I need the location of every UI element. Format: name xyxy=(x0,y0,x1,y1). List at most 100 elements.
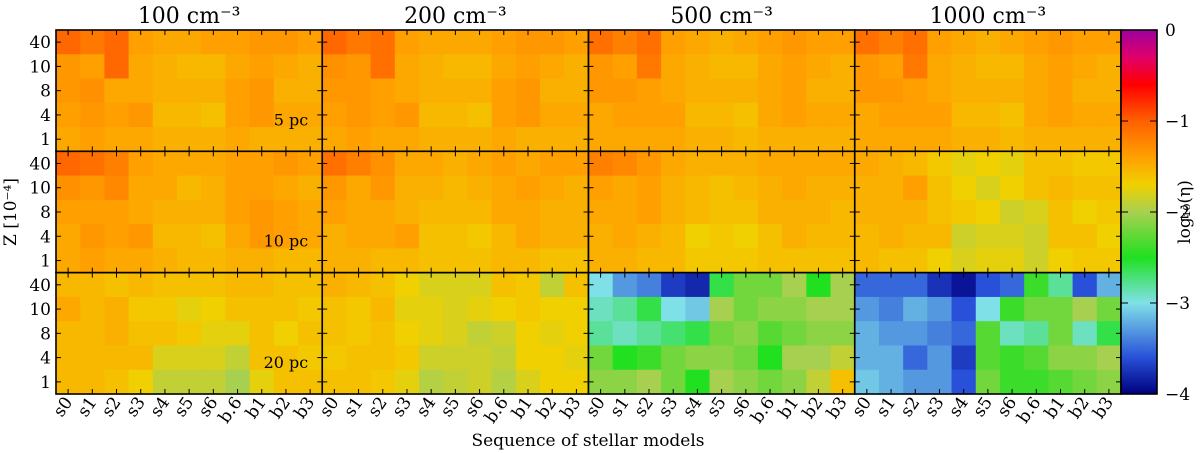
heatmap-cell xyxy=(273,321,299,347)
heatmap-cell xyxy=(515,78,541,104)
heatmap-cell xyxy=(612,78,638,104)
heatmap-cell xyxy=(370,296,396,322)
y-tick-label: 8 xyxy=(40,203,51,223)
heatmap-cell xyxy=(419,54,444,80)
heatmap-cell xyxy=(806,175,832,201)
heatmap-cell xyxy=(782,199,807,225)
heatmap-cell xyxy=(999,224,1025,249)
heatmap-cell xyxy=(540,78,565,104)
heatmap-cell xyxy=(878,224,904,249)
heatmap-cell xyxy=(951,345,977,371)
heatmap-cell xyxy=(975,296,1001,322)
heatmap-cell xyxy=(903,224,928,249)
heatmap-cell xyxy=(225,175,251,201)
x-tick-label: s3 xyxy=(655,393,683,420)
heatmap-cell xyxy=(636,78,662,104)
heatmap-cell xyxy=(636,321,662,347)
heatmap-cell xyxy=(273,296,299,322)
heatmap-cell xyxy=(370,224,396,249)
heatmap-cell xyxy=(685,78,711,104)
heatmap-cell xyxy=(733,78,759,104)
heatmap-cell xyxy=(685,102,711,128)
heatmap-cell xyxy=(80,54,106,80)
heatmap-cell xyxy=(249,175,275,201)
y-tick-label: 1 xyxy=(40,252,51,272)
heatmap-cell xyxy=(1024,102,1049,128)
y-tick-label: 10 xyxy=(29,300,51,320)
heatmap-cell xyxy=(999,199,1025,225)
heatmap-cell xyxy=(1072,345,1098,371)
heatmap-cell xyxy=(951,296,977,322)
x-tick-label: s2 xyxy=(364,393,392,420)
heatmap-cell xyxy=(1024,54,1049,80)
heatmap-cell xyxy=(757,224,783,249)
heatmap-cell xyxy=(201,78,227,104)
heatmap-cell xyxy=(685,345,711,371)
heatmap-cell xyxy=(878,102,904,128)
heatmap-cell xyxy=(273,224,299,249)
y-tick-label: 8 xyxy=(40,324,51,344)
y-tick-labels: 40 10 8 4 1 40 10 8 4 1 40 10 8 4 1 xyxy=(29,33,51,393)
heatmap-cell xyxy=(394,345,420,371)
heatmap-cell xyxy=(249,224,275,249)
heatmap-cell xyxy=(80,102,106,128)
heatmap-cell xyxy=(1024,199,1049,225)
x-tick-label: s4 xyxy=(679,393,707,420)
heatmap-cell xyxy=(975,224,1001,249)
heatmap-cell xyxy=(177,102,202,128)
heatmap-cell xyxy=(1048,224,1074,249)
heatmap-cell xyxy=(733,321,759,347)
heatmap-cell xyxy=(443,321,469,347)
x-axis-title: Sequence of stellar models xyxy=(471,431,704,451)
x-tick-label: s1 xyxy=(74,393,102,420)
heatmap-cell xyxy=(685,54,711,80)
heatmap-cell xyxy=(1048,321,1074,347)
heatmap-cell xyxy=(903,175,928,201)
heatmap-cell xyxy=(104,224,130,249)
heatmap-cell xyxy=(370,175,396,201)
heatmap-cell xyxy=(346,345,372,371)
x-tick-label: s3 xyxy=(921,393,949,420)
heatmap-cell xyxy=(370,102,396,128)
column-title: 500 cm⁻³ xyxy=(670,4,773,29)
heatmap-cell xyxy=(394,54,420,80)
heatmap-cell xyxy=(1048,102,1074,128)
heatmap-cell xyxy=(104,199,130,225)
heatmap-cell xyxy=(806,54,832,80)
heatmap-cell xyxy=(782,102,807,128)
heatmap-cell xyxy=(999,54,1025,80)
heatmap-cell xyxy=(80,199,106,225)
heatmap-cell xyxy=(201,54,227,80)
heatmap-cell xyxy=(225,345,251,371)
heatmap-cell xyxy=(878,345,904,371)
heatmap-cell xyxy=(80,345,106,371)
heatmap-cell xyxy=(1072,54,1098,80)
heatmap-cell xyxy=(273,54,299,80)
heatmap-cell xyxy=(757,321,783,347)
heatmap-cell xyxy=(177,54,202,80)
heatmap-cell xyxy=(951,175,977,201)
heatmap-cell xyxy=(782,54,807,80)
heatmap-cell xyxy=(878,296,904,322)
x-tick-label: s0 xyxy=(50,393,78,420)
heatmap-cell xyxy=(491,54,517,80)
heatmap-cell xyxy=(225,102,251,128)
x-tick-label: s3 xyxy=(388,393,416,420)
heatmap-cell xyxy=(999,345,1025,371)
heatmap-cell xyxy=(419,321,444,347)
heatmap-cell xyxy=(394,78,420,104)
heatmap-cell xyxy=(612,296,638,322)
heatmap-cell xyxy=(1048,175,1074,201)
heatmap-cell xyxy=(273,175,299,201)
column-title: 200 cm⁻³ xyxy=(404,4,507,29)
heatmap-cell xyxy=(443,296,469,322)
heatmap-cell xyxy=(540,296,565,322)
heatmap-cell xyxy=(661,321,686,347)
heatmap-cell xyxy=(709,54,735,80)
colorbar-tick-label: −2 xyxy=(1165,203,1190,223)
heatmap-cell xyxy=(661,199,686,225)
heatmap-cell xyxy=(927,175,953,201)
y-tick-label: 10 xyxy=(29,57,51,77)
heatmap-cell xyxy=(491,102,517,128)
